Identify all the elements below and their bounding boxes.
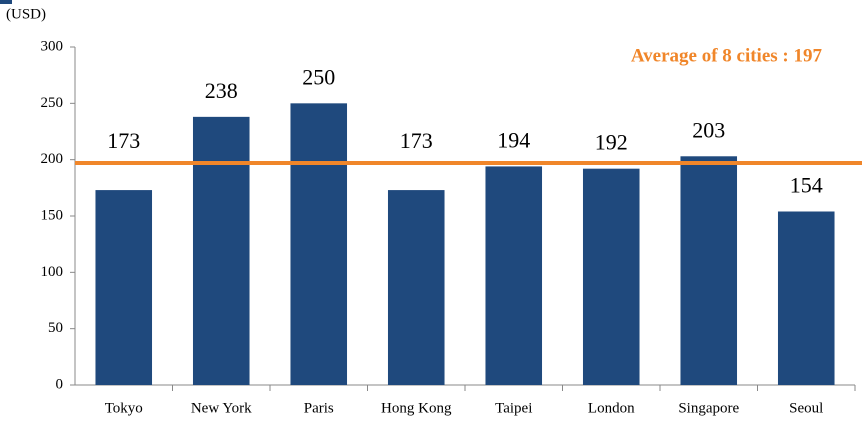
x-tick-label: London: [588, 400, 635, 416]
bar: [95, 190, 153, 385]
x-tick-label: Hong Kong: [381, 400, 452, 416]
bar: [290, 103, 348, 385]
y-tick-label: 0: [56, 376, 64, 392]
bar: [777, 211, 835, 385]
bar: [485, 166, 543, 385]
x-tick-label: Paris: [304, 400, 334, 416]
data-label: 173: [107, 128, 140, 153]
bar: [680, 156, 738, 385]
data-label: 203: [692, 117, 725, 142]
data-label: 154: [790, 173, 823, 198]
y-tick-label: 300: [41, 38, 64, 54]
y-tick-label: 50: [48, 320, 63, 336]
decoration: [0, 0, 12, 4]
y-tick-label: 200: [41, 151, 64, 167]
x-tick-label: Tokyo: [105, 400, 143, 416]
y-tick-label: 250: [41, 95, 64, 111]
y-tick-label: 100: [41, 264, 64, 280]
data-label: 194: [497, 127, 530, 152]
x-tick-label: Seoul: [789, 400, 823, 416]
unit-label: (USD): [6, 6, 46, 22]
bar: [192, 116, 250, 385]
annotation: Average of 8 cities : 197: [631, 45, 823, 66]
x-tick-label: Singapore: [678, 400, 739, 416]
x-tick-label: Taipei: [495, 400, 532, 416]
data-label: 250: [302, 64, 335, 89]
y-tick-label: 150: [41, 207, 64, 223]
data-label: 173: [400, 128, 433, 153]
bar: [387, 190, 445, 385]
x-tick-label: New York: [191, 400, 252, 416]
data-label: 238: [205, 78, 238, 103]
bar: [582, 168, 640, 385]
data-label: 192: [595, 130, 628, 155]
